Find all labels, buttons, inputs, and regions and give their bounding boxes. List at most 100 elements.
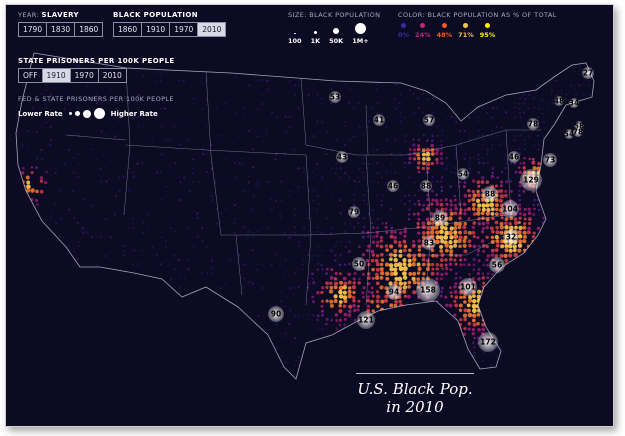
population-dot <box>514 135 517 138</box>
population-dot <box>496 346 499 349</box>
population-dot <box>394 172 397 175</box>
state-bubble: 89 <box>432 210 448 226</box>
black-pop-1970-button[interactable]: 1970 <box>169 22 199 37</box>
slavery-year-1790-button[interactable]: 1790 <box>18 22 48 37</box>
population-dot <box>551 360 554 362</box>
population-dot <box>339 272 342 275</box>
population-dot <box>367 212 371 216</box>
population-dot <box>407 327 411 332</box>
population-dot <box>499 180 504 184</box>
population-dot <box>560 268 563 271</box>
population-dot <box>463 327 467 331</box>
population-dot <box>596 328 598 330</box>
population-dot <box>453 239 458 244</box>
population-dot <box>86 84 89 87</box>
prisoners-off-button[interactable]: OFF <box>18 68 43 83</box>
black-pop-2010-button[interactable]: 2010 <box>197 22 227 37</box>
population-dot <box>462 263 466 267</box>
population-dot <box>537 332 540 335</box>
population-dot <box>344 171 347 175</box>
population-dot <box>573 254 576 257</box>
population-dot <box>165 71 168 73</box>
population-dot <box>205 245 208 248</box>
prisoners-1970-button[interactable]: 1970 <box>69 68 99 83</box>
population-dot <box>573 249 576 252</box>
population-dot <box>492 351 494 354</box>
population-dot <box>329 275 334 280</box>
population-dot <box>454 351 457 354</box>
population-dot <box>312 281 316 285</box>
population-dot <box>505 267 509 271</box>
slavery-year-1860-button[interactable]: 1860 <box>74 22 104 37</box>
population-dot <box>375 312 380 317</box>
population-dot <box>393 253 397 258</box>
population-dot <box>504 244 509 248</box>
population-dot <box>550 125 553 128</box>
population-dot <box>565 93 568 96</box>
population-dot <box>379 252 384 257</box>
population-dot <box>411 276 416 281</box>
population-dot <box>311 300 316 304</box>
population-dot <box>564 299 567 302</box>
population-dot <box>490 304 495 309</box>
population-dot <box>564 204 567 206</box>
population-dot <box>27 221 29 224</box>
prisoners-1910-button[interactable]: 1910 <box>41 68 71 83</box>
population-dot <box>342 285 347 290</box>
population-dot <box>454 322 457 326</box>
population-dot <box>330 350 333 353</box>
population-dot <box>13 199 15 201</box>
population-dot <box>398 308 402 313</box>
population-dot <box>444 272 448 276</box>
population-dot <box>210 355 213 358</box>
population-dot <box>247 236 249 239</box>
population-dot <box>390 230 394 234</box>
population-dot <box>471 230 476 235</box>
population-dot <box>381 222 384 225</box>
population-dot <box>380 258 385 262</box>
population-dot <box>145 282 148 285</box>
population-dot <box>374 258 379 263</box>
population-dot <box>320 97 323 101</box>
slavery-year-1830-button[interactable]: 1830 <box>46 22 76 37</box>
prisoners-2010-button[interactable]: 2010 <box>97 68 127 83</box>
population-dot <box>486 289 491 294</box>
population-dot <box>289 309 292 312</box>
population-dot <box>454 276 458 280</box>
population-dot <box>477 244 481 248</box>
population-dot <box>155 80 158 82</box>
population-dot <box>403 294 408 298</box>
population-dot <box>499 253 504 258</box>
population-dot <box>546 365 548 367</box>
population-dot <box>522 212 527 217</box>
population-dot <box>522 230 527 235</box>
population-dot <box>320 264 323 267</box>
population-dot <box>583 153 585 155</box>
population-dot <box>482 383 484 385</box>
population-dot <box>560 282 563 284</box>
black-pop-1860-button[interactable]: 1860 <box>113 22 143 37</box>
population-dot <box>467 207 471 211</box>
population-dot <box>542 135 544 138</box>
population-dot <box>499 230 504 235</box>
population-dot <box>541 249 545 253</box>
population-dot <box>366 69 369 72</box>
population-dot <box>574 318 577 321</box>
population-dot <box>462 202 467 207</box>
population-dot <box>32 106 35 109</box>
population-dot <box>477 153 480 156</box>
population-dot <box>592 208 594 211</box>
population-dot <box>352 299 356 303</box>
population-dot <box>508 253 513 258</box>
black-pop-1910-button[interactable]: 1910 <box>141 22 171 37</box>
population-dot <box>375 262 380 267</box>
population-dot <box>458 337 462 341</box>
population-dot <box>376 350 379 353</box>
population-dot <box>275 115 278 119</box>
state-bubble-label: 54 <box>458 170 468 179</box>
population-dot <box>473 157 476 159</box>
population-dot <box>487 92 490 96</box>
population-dot <box>297 65 300 68</box>
population-dot <box>352 281 356 285</box>
